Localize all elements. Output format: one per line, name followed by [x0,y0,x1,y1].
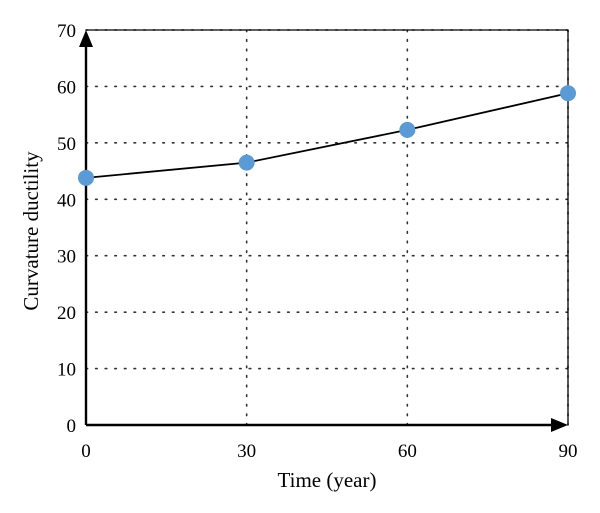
y-tick-label: 60 [57,77,76,98]
y-tick-label: 50 [57,134,76,155]
tick-layer: 0 10 20 30 40 50 60 70 0 30 60 90 [57,21,578,462]
grid-layer [85,29,569,426]
x-tick-label: 90 [559,441,578,462]
axes-layer [79,29,569,432]
y-axis-arrow [79,30,93,47]
data-point [399,121,416,138]
x-tick-label: 60 [398,441,417,462]
y-tick-label: 10 [57,360,76,381]
y-tick-label: 40 [57,190,76,211]
y-tick-label: 0 [67,416,77,437]
x-tick-label: 30 [237,441,256,462]
x-tick-label: 0 [81,441,91,462]
y-tick-label: 30 [57,247,76,268]
data-point [78,169,94,186]
series-layer [78,85,576,186]
y-axis-label: Curvature ductility [19,151,43,311]
series-line [85,92,569,179]
y-tick-label: 70 [57,21,76,42]
data-point [560,85,576,102]
data-point [238,154,255,171]
x-axis-label: Time (year) [278,468,377,492]
x-axis-arrow [551,418,568,432]
y-tick-label: 20 [57,303,76,324]
